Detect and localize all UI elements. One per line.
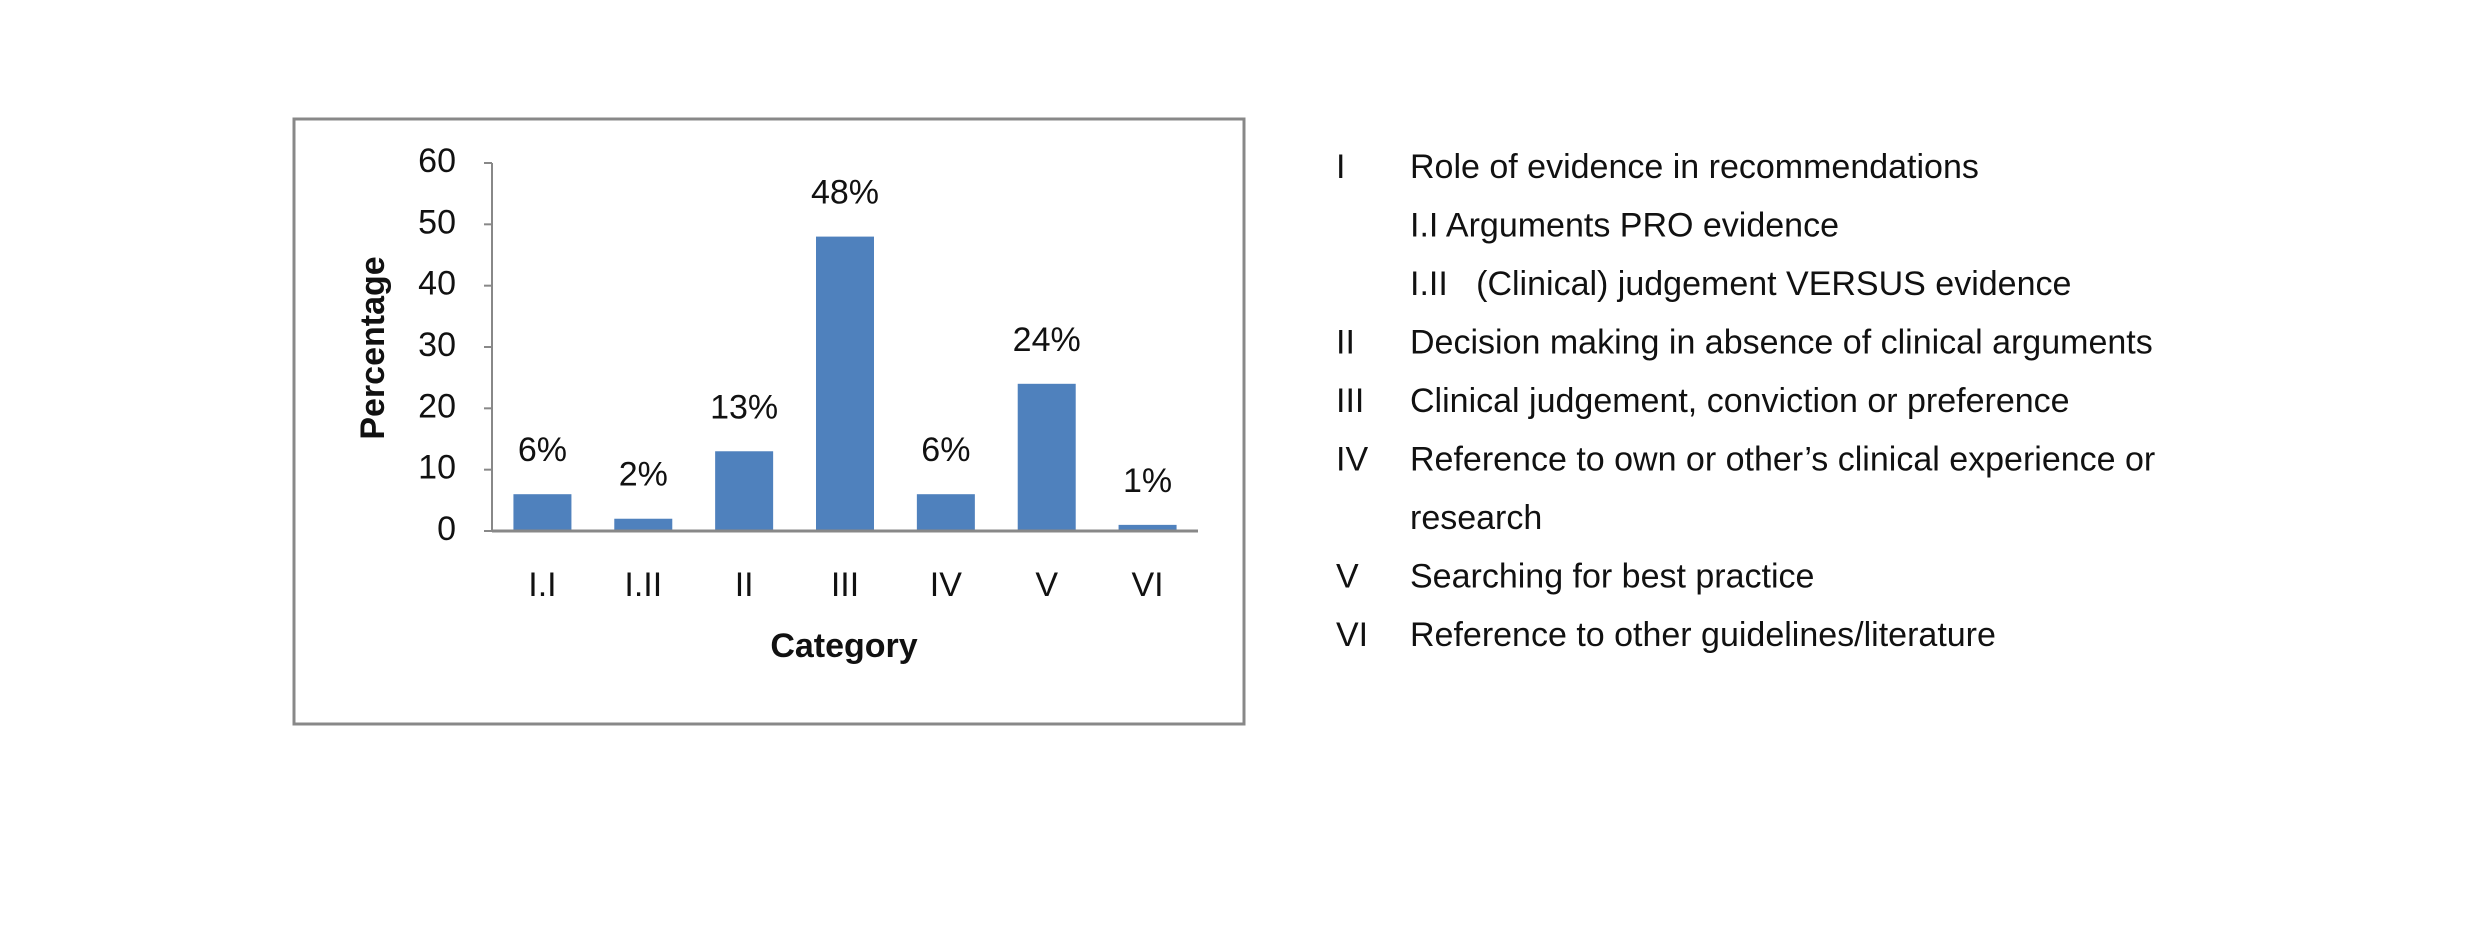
key-code: IV xyxy=(1336,440,1368,478)
bar xyxy=(715,451,774,531)
key-text: Clinical judgement, conviction or prefer… xyxy=(1410,382,2070,420)
x-tick-label: VI xyxy=(1132,566,1164,604)
y-tick-label: 30 xyxy=(418,326,456,364)
x-axis-title: Category xyxy=(770,627,917,665)
x-tick-label: V xyxy=(1035,566,1058,604)
key-text: I.I Arguments PRO evidence xyxy=(1410,206,1839,244)
y-tick-label: 20 xyxy=(418,387,456,425)
data-label: 24% xyxy=(1013,321,1081,359)
key-code: VI xyxy=(1336,616,1368,654)
key-code: III xyxy=(1336,382,1364,420)
data-label: 6% xyxy=(518,431,567,469)
bar xyxy=(1118,524,1177,531)
data-label: 2% xyxy=(619,456,668,494)
bar xyxy=(916,494,975,531)
bar xyxy=(513,494,572,531)
data-label: 6% xyxy=(921,431,970,469)
key-text: Role of evidence in recommendations xyxy=(1410,148,1979,186)
key-code: II xyxy=(1336,323,1355,361)
y-tick-label: 40 xyxy=(418,265,456,303)
y-tick-label: 10 xyxy=(418,449,456,487)
chart-frame xyxy=(292,117,1246,726)
y-axis-title: Percentage xyxy=(354,256,392,439)
x-tick-label: IV xyxy=(930,566,962,604)
y-tick-label: 0 xyxy=(437,510,456,548)
data-label: 1% xyxy=(1123,462,1172,500)
bar xyxy=(1017,383,1076,531)
key-text: I.II (Clinical) judgement VERSUS evidenc… xyxy=(1410,265,2071,303)
x-tick-label: I.II xyxy=(624,566,662,604)
bar xyxy=(816,236,874,531)
data-label: 48% xyxy=(811,174,879,212)
x-tick-label: II xyxy=(735,566,754,604)
key-text: research xyxy=(1410,499,1542,537)
key-code: I xyxy=(1336,148,1345,186)
y-tick-label: 50 xyxy=(418,203,456,241)
y-tick-label: 60 xyxy=(418,142,456,180)
x-tick-label: III xyxy=(831,566,859,604)
key-text: Decision making in absence of clinical a… xyxy=(1410,323,2153,361)
x-tick-label: I.I xyxy=(528,566,556,604)
key-code: V xyxy=(1336,557,1359,595)
key-text: Reference to other guidelines/literature xyxy=(1410,616,1996,654)
key-text: Reference to own or other’s clinical exp… xyxy=(1410,440,2155,478)
bar xyxy=(614,518,673,531)
key-text: Searching for best practice xyxy=(1410,557,1814,595)
data-label: 13% xyxy=(710,388,778,426)
